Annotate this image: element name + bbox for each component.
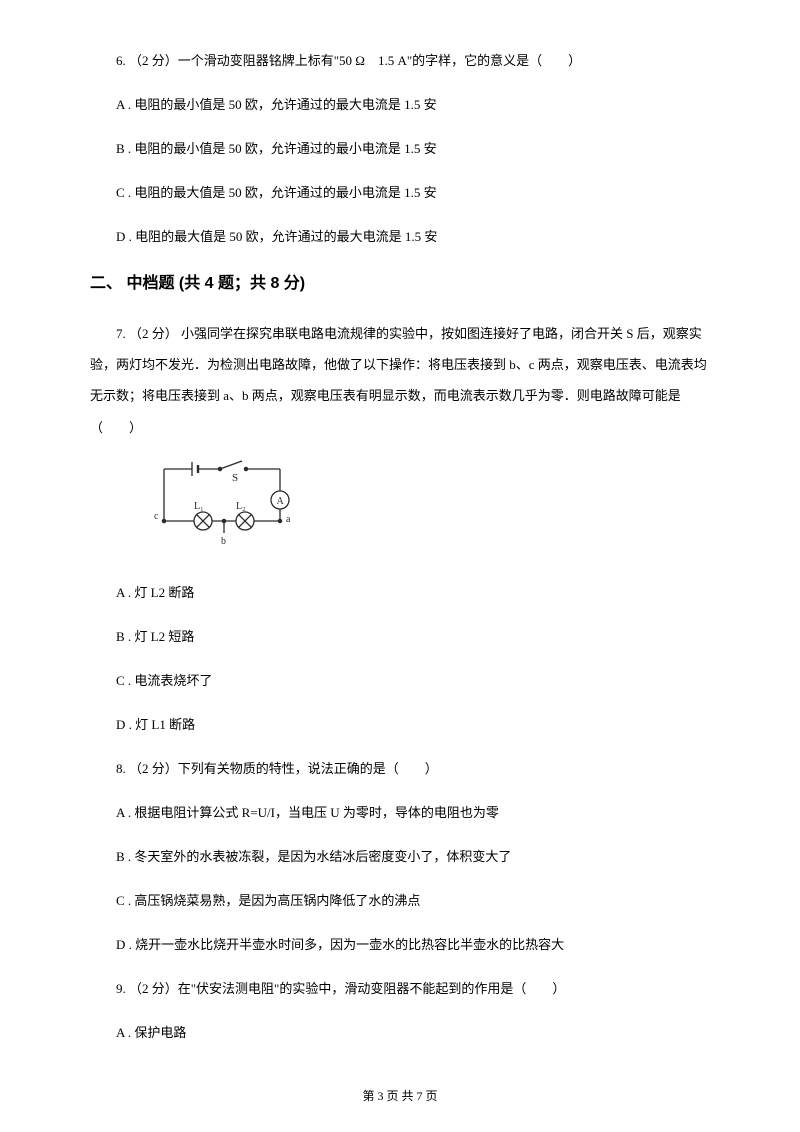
q7-option-c: C . 电流表烧坏了 — [90, 668, 710, 694]
page-footer: 第 3 页 共 7 页 — [0, 1087, 800, 1104]
q6-option-a: A . 电阻的最小值是 50 欧，允许通过的最大电流是 1.5 安 — [90, 92, 710, 118]
circuit-diagram: S A L₁ L₂ a b c — [150, 455, 710, 556]
q7-stem: 7. （2 分） 小强同学在探究串联电路电流规律的实验中，按如图连接好了电路，闭… — [90, 318, 710, 443]
q7-option-a: A . 灯 L2 断路 — [90, 580, 710, 606]
svg-text:c: c — [154, 511, 159, 522]
q8-option-b: B . 冬天室外的水表被冻裂，是因为水结冰后密度变小了，体积变大了 — [90, 844, 710, 870]
q8-option-d: D . 烧开一壶水比烧开半壶水时间多，因为一壶水的比热容比半壶水的比热容大 — [90, 932, 710, 958]
svg-text:L₁: L₁ — [194, 501, 204, 512]
q6-option-c: C . 电阻的最大值是 50 欧，允许通过的最小电流是 1.5 安 — [90, 180, 710, 206]
q7-option-b: B . 灯 L2 短路 — [90, 624, 710, 650]
q6-option-d: D . 电阻的最大值是 50 欧，允许通过的最大电流是 1.5 安 — [90, 224, 710, 250]
q7-option-d: D . 灯 L1 断路 — [90, 712, 710, 738]
svg-text:L₂: L₂ — [236, 501, 246, 512]
q6-stem: 6. （2 分）一个滑动变阻器铭牌上标有"50 Ω 1.5 A"的字样，它的意义… — [90, 48, 710, 74]
svg-text:A: A — [277, 496, 285, 507]
section-2-header: 二、 中档题 (共 4 题；共 8 分) — [90, 268, 710, 300]
q8-option-a: A . 根据电阻计算公式 R=U/I，当电压 U 为零时，导体的电阻也为零 — [90, 800, 710, 826]
svg-text:b: b — [221, 536, 226, 547]
q9-stem: 9. （2 分）在"伏安法测电阻"的实验中，滑动变阻器不能起到的作用是（ ） — [90, 976, 710, 1002]
q9-option-a: A . 保护电路 — [90, 1020, 710, 1046]
svg-text:S: S — [232, 472, 238, 484]
q8-option-c: C . 高压锅烧菜易熟，是因为高压锅内降低了水的沸点 — [90, 888, 710, 914]
svg-text:a: a — [286, 514, 291, 525]
q6-option-b: B . 电阻的最小值是 50 欧，允许通过的最小电流是 1.5 安 — [90, 136, 710, 162]
q8-stem: 8. （2 分）下列有关物质的特性，说法正确的是（ ） — [90, 756, 710, 782]
